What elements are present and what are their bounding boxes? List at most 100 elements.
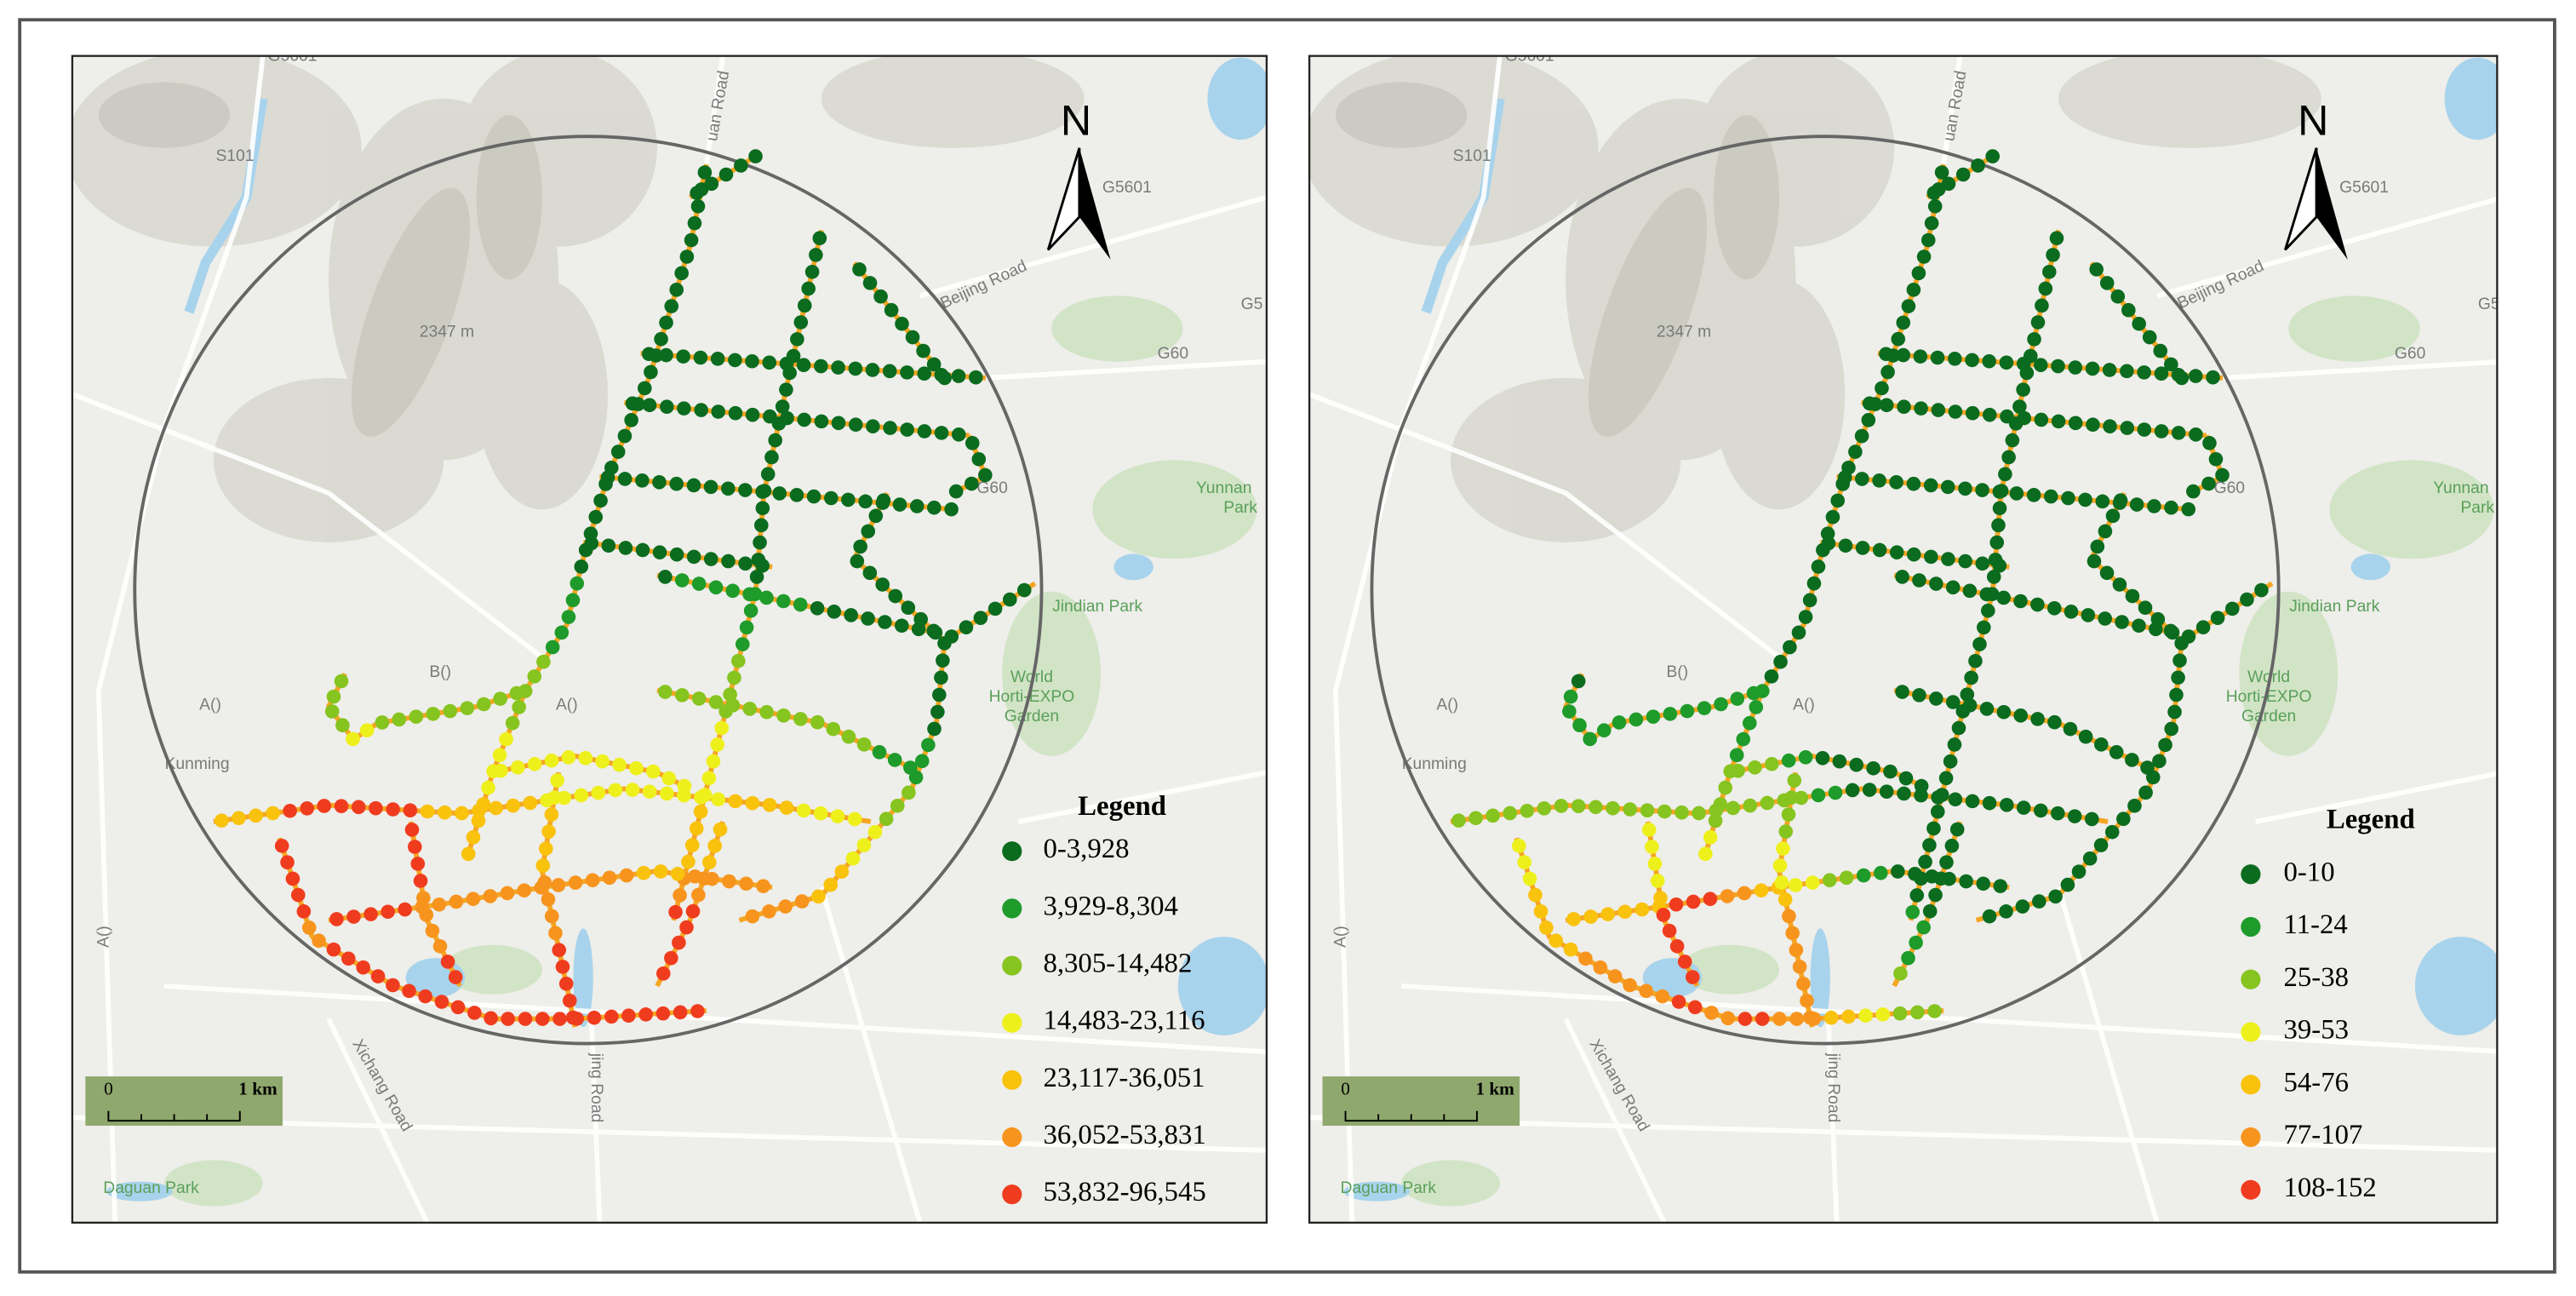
road-dot [290, 887, 306, 903]
legend-label: 53,832-96,545 [1043, 1177, 1205, 1207]
road-dot [1755, 1012, 1770, 1026]
road-dot [1912, 573, 1926, 588]
road-dot [1617, 904, 1633, 920]
road-dot [593, 493, 608, 508]
road-dot [1669, 897, 1684, 912]
road-dot [2113, 493, 2128, 508]
road-dot [641, 347, 656, 362]
map-label: Yunnan [1196, 479, 1251, 497]
road-dot [1708, 813, 1723, 829]
road-dot [1930, 350, 1945, 365]
road-dot [796, 803, 811, 818]
road-dot [830, 809, 845, 823]
road-dot [1828, 785, 1843, 800]
road-dot [527, 756, 542, 771]
road-dot [1895, 570, 1909, 584]
road-dot [1939, 855, 1954, 869]
road-dot [1916, 249, 1932, 264]
road-dot [434, 995, 449, 1009]
road-dot [1976, 620, 1991, 635]
road-dot [710, 352, 725, 366]
map-label: Garden [2241, 708, 2296, 725]
road-dot [691, 576, 707, 591]
map-label: A() [1332, 926, 1350, 948]
road-dot [1921, 232, 1936, 248]
road-dot [793, 597, 808, 612]
road-dot [635, 542, 650, 558]
road-dot [2090, 539, 2105, 554]
road-dot [535, 1012, 550, 1026]
road-dot [1811, 788, 1826, 803]
road-dot [1924, 215, 1939, 231]
road-dot [810, 714, 825, 730]
road-dot [1906, 282, 1921, 297]
road-dot [501, 1012, 516, 1026]
map-panel: G5601 S101 G5601 G5 G60 2347 m A() B() A() Kunmin… [1309, 55, 2498, 1223]
road-dot [574, 788, 589, 803]
road-dot [619, 868, 634, 883]
road-dot [1796, 976, 1811, 991]
road-dot [1657, 804, 1672, 819]
road-dot [690, 186, 704, 200]
road-dot [551, 878, 566, 892]
map-label: G60 [2395, 345, 2425, 363]
road-dot [2017, 410, 2032, 426]
road-dot [274, 839, 289, 853]
road-dot [432, 938, 448, 954]
road-dot [2154, 424, 2169, 439]
road-dot [2109, 745, 2124, 760]
map-label: Jindian Park [1052, 598, 1142, 616]
legend-label: 14,483-23,116 [1043, 1006, 1205, 1036]
road-dot [708, 695, 724, 709]
road-dot [2137, 422, 2152, 437]
road-dot [669, 547, 684, 562]
road-dot [867, 824, 883, 840]
road-dot [1944, 839, 1960, 853]
road-dot [585, 873, 600, 887]
road-dot [1520, 803, 1535, 818]
road-dot [1639, 983, 1654, 999]
road-dot [2068, 416, 2083, 431]
road-dot [2085, 361, 2100, 376]
road-dot [1926, 186, 1942, 200]
road-dot [706, 754, 721, 769]
road-dot [426, 707, 441, 721]
road-dot [779, 800, 794, 815]
road-dot [600, 470, 615, 485]
road-dot [544, 753, 559, 768]
road-dot [416, 891, 431, 905]
road-dot [1539, 920, 1554, 935]
road-dot [1815, 751, 1830, 766]
road-dot [865, 363, 880, 377]
road-dot [2027, 332, 2041, 347]
road-dot [739, 620, 754, 635]
road-dot [965, 476, 979, 491]
road-dot [1972, 637, 1987, 651]
legend-label: 39-53 [2283, 1015, 2349, 1046]
road-dot [1958, 553, 1972, 569]
map-label: A() [1436, 697, 1458, 714]
road-dot [930, 704, 945, 720]
road-dot [944, 629, 959, 644]
road-dot [1669, 938, 1685, 954]
road-dot [555, 960, 570, 974]
road-dot [335, 718, 350, 733]
road-dot [794, 894, 810, 909]
road-dot [1879, 784, 1894, 799]
road-dot [745, 795, 760, 811]
road-dot [690, 198, 706, 214]
map-label: Park [2460, 499, 2494, 517]
road-dot [1703, 830, 1718, 845]
road-dot [1537, 801, 1552, 816]
road-dot [1736, 731, 1751, 747]
road-dot [703, 479, 718, 495]
road-dot [1823, 1010, 1839, 1025]
road-dot [971, 451, 987, 467]
road-dot [1999, 904, 2013, 919]
road-dot [668, 904, 683, 920]
road-dot [1720, 1011, 1736, 1026]
road-dot [1662, 923, 1677, 938]
road-dot [1597, 723, 1611, 737]
road-dot [917, 366, 932, 381]
road-dot [2240, 592, 2254, 607]
